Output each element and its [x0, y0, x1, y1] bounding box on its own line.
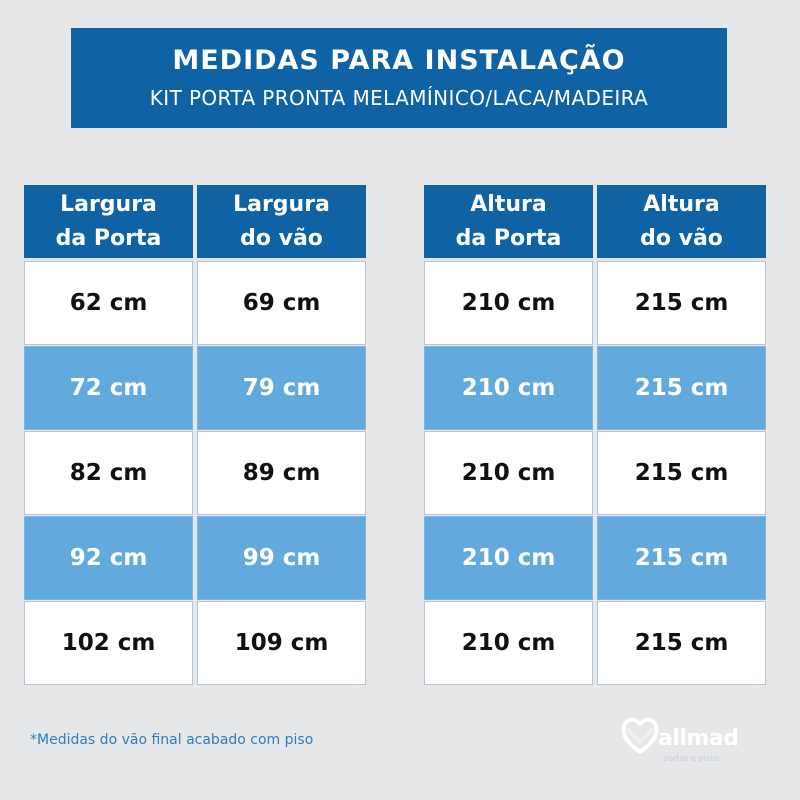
table-cell: 210 cm — [424, 346, 593, 430]
header-opening-width: Largura do vão — [197, 185, 366, 258]
height-table: Altura da Porta Altura do vão 210 cm 215… — [424, 185, 766, 686]
page-title: MEDIDAS PARA INSTALAÇÃO — [172, 45, 626, 76]
table-cell: 99 cm — [197, 516, 366, 600]
heart-logo-icon — [621, 717, 659, 754]
table-header-row: Altura da Porta Altura do vão — [424, 185, 766, 258]
header-door-height: Altura da Porta — [424, 185, 593, 258]
table-cell: 102 cm — [24, 601, 193, 685]
table-cell: 215 cm — [597, 601, 766, 685]
table-cell: 210 cm — [424, 516, 593, 600]
table-cell: 215 cm — [597, 346, 766, 430]
header-line: do vão — [240, 225, 323, 251]
header-line: Largura — [60, 191, 157, 217]
table-cell: 62 cm — [24, 261, 193, 345]
table-row: 82 cm 89 cm — [24, 431, 366, 515]
table-row: 210 cm 215 cm — [424, 261, 766, 345]
header-line: Altura — [643, 191, 720, 217]
table-cell: 215 cm — [597, 431, 766, 515]
table-row: 92 cm 99 cm — [24, 516, 366, 600]
brand-tagline: portas e pisos — [663, 754, 720, 763]
brand-name: allmad — [658, 726, 739, 751]
table-row: 210 cm 215 cm — [424, 431, 766, 515]
table-cell: 82 cm — [24, 431, 193, 515]
table-cell: 210 cm — [424, 601, 593, 685]
table-cell: 210 cm — [424, 261, 593, 345]
table-cell: 92 cm — [24, 516, 193, 600]
footnote: *Medidas do vão final acabado com piso — [30, 732, 314, 748]
table-row: 210 cm 215 cm — [424, 601, 766, 685]
table-cell: 109 cm — [197, 601, 366, 685]
header-line: da Porta — [455, 225, 562, 251]
header-line: da Porta — [55, 225, 162, 251]
table-row: 72 cm 79 cm — [24, 346, 366, 430]
title-banner: MEDIDAS PARA INSTALAÇÃO KIT PORTA PRONTA… — [71, 28, 727, 128]
header-line: do vão — [640, 225, 723, 251]
brand-logo: allmad portas e pisos — [620, 714, 745, 770]
table-cell: 79 cm — [197, 346, 366, 430]
table-cell: 210 cm — [424, 431, 593, 515]
header-opening-height: Altura do vão — [597, 185, 766, 258]
table-row: 102 cm 109 cm — [24, 601, 366, 685]
table-cell: 215 cm — [597, 516, 766, 600]
table-row: 210 cm 215 cm — [424, 516, 766, 600]
table-row: 210 cm 215 cm — [424, 346, 766, 430]
table-cell: 69 cm — [197, 261, 366, 345]
header-line: Largura — [233, 191, 330, 217]
page-subtitle: KIT PORTA PRONTA MELAMÍNICO/LACA/MADEIRA — [149, 86, 649, 110]
table-header-row: Largura da Porta Largura do vão — [24, 185, 366, 258]
table-cell: 72 cm — [24, 346, 193, 430]
table-cell: 215 cm — [597, 261, 766, 345]
table-row: 62 cm 69 cm — [24, 261, 366, 345]
table-cell: 89 cm — [197, 431, 366, 515]
header-door-width: Largura da Porta — [24, 185, 193, 258]
header-line: Altura — [470, 191, 547, 217]
width-table: Largura da Porta Largura do vão 62 cm 69… — [24, 185, 366, 686]
